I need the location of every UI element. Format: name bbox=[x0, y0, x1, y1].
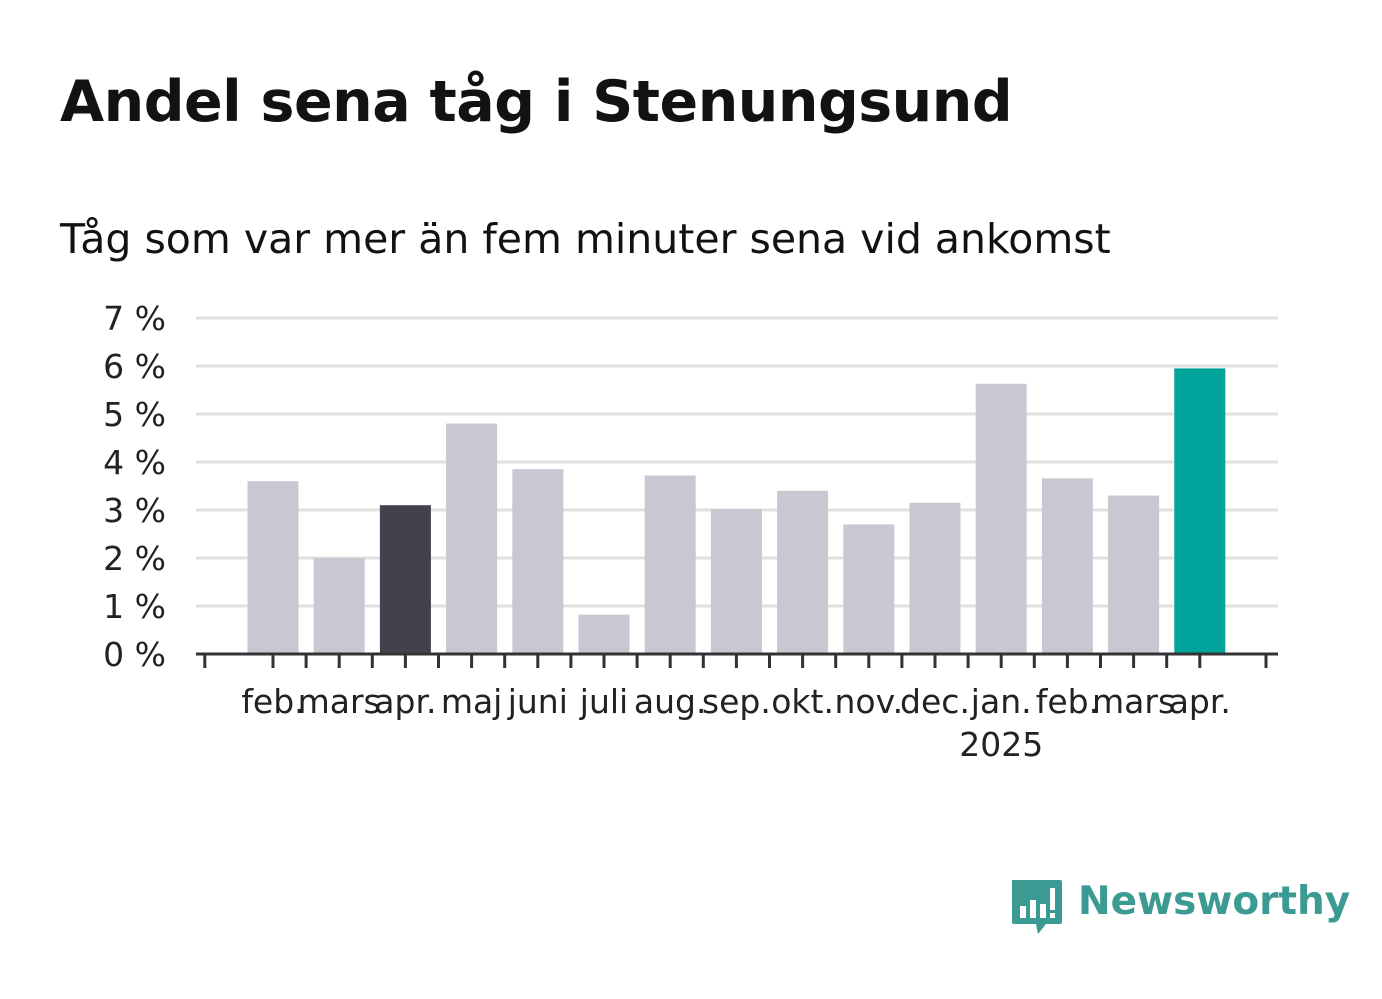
x-tick-label: juni bbox=[507, 682, 568, 721]
x-tick-label: aug. bbox=[634, 682, 707, 721]
y-tick-label: 1 % bbox=[103, 587, 166, 626]
x-tick-label: okt. bbox=[771, 682, 834, 721]
bar bbox=[1041, 478, 1093, 654]
x-tick-label: apr. bbox=[374, 682, 436, 721]
y-tick-label: 6 % bbox=[103, 347, 166, 386]
x-tick-label: dec. bbox=[900, 682, 970, 721]
chart-title: Andel sena tåg i Stenungsund bbox=[60, 69, 1013, 135]
brand-name: Newsworthy bbox=[1078, 879, 1351, 924]
x-tick-label: juli bbox=[579, 682, 628, 721]
y-tick-label: 4 % bbox=[103, 443, 166, 482]
newsworthy-logo: Newsworthy bbox=[1010, 876, 1350, 942]
bar bbox=[247, 481, 299, 654]
y-tick-label: 2 % bbox=[103, 539, 166, 578]
x-tick-label: sep. bbox=[702, 682, 771, 721]
chart-subtitle: Tåg som var mer än fem minuter sena vid … bbox=[60, 215, 1111, 263]
x-tick-label: jan. bbox=[970, 682, 1032, 721]
bar bbox=[578, 614, 630, 654]
bar bbox=[777, 490, 829, 654]
bar bbox=[1174, 368, 1226, 654]
y-axis-tick-labels: 0 % 1 % 2 % 3 % 4 % 5 % 6 % 7 % bbox=[103, 299, 166, 674]
chart-speech-bubble-icon bbox=[1012, 880, 1062, 934]
x-tick-label: apr. bbox=[1169, 682, 1231, 721]
bar bbox=[512, 469, 564, 654]
y-tick-label: 7 % bbox=[103, 299, 166, 338]
bar bbox=[379, 505, 431, 654]
x-axis bbox=[196, 652, 1278, 668]
x-tick-label: mars bbox=[298, 682, 381, 721]
y-tick-label: 0 % bbox=[103, 635, 166, 674]
x-tick-label: mars bbox=[1092, 682, 1175, 721]
bar bbox=[644, 475, 696, 654]
bars bbox=[247, 368, 1226, 654]
y-tick-label: 5 % bbox=[103, 395, 166, 434]
bar bbox=[843, 524, 895, 654]
bar bbox=[313, 558, 365, 654]
x-year-label: 2025 bbox=[959, 725, 1043, 764]
x-tick-label: feb. bbox=[1036, 682, 1099, 721]
bar bbox=[446, 423, 498, 654]
y-tick-label: 3 % bbox=[103, 491, 166, 530]
bar bbox=[909, 502, 961, 654]
x-tick-label: maj bbox=[441, 682, 503, 721]
x-tick-label: feb. bbox=[241, 682, 304, 721]
bar bbox=[1108, 495, 1160, 654]
x-tick-label: nov. bbox=[835, 682, 904, 721]
bar bbox=[710, 509, 762, 654]
bar bbox=[975, 383, 1027, 654]
